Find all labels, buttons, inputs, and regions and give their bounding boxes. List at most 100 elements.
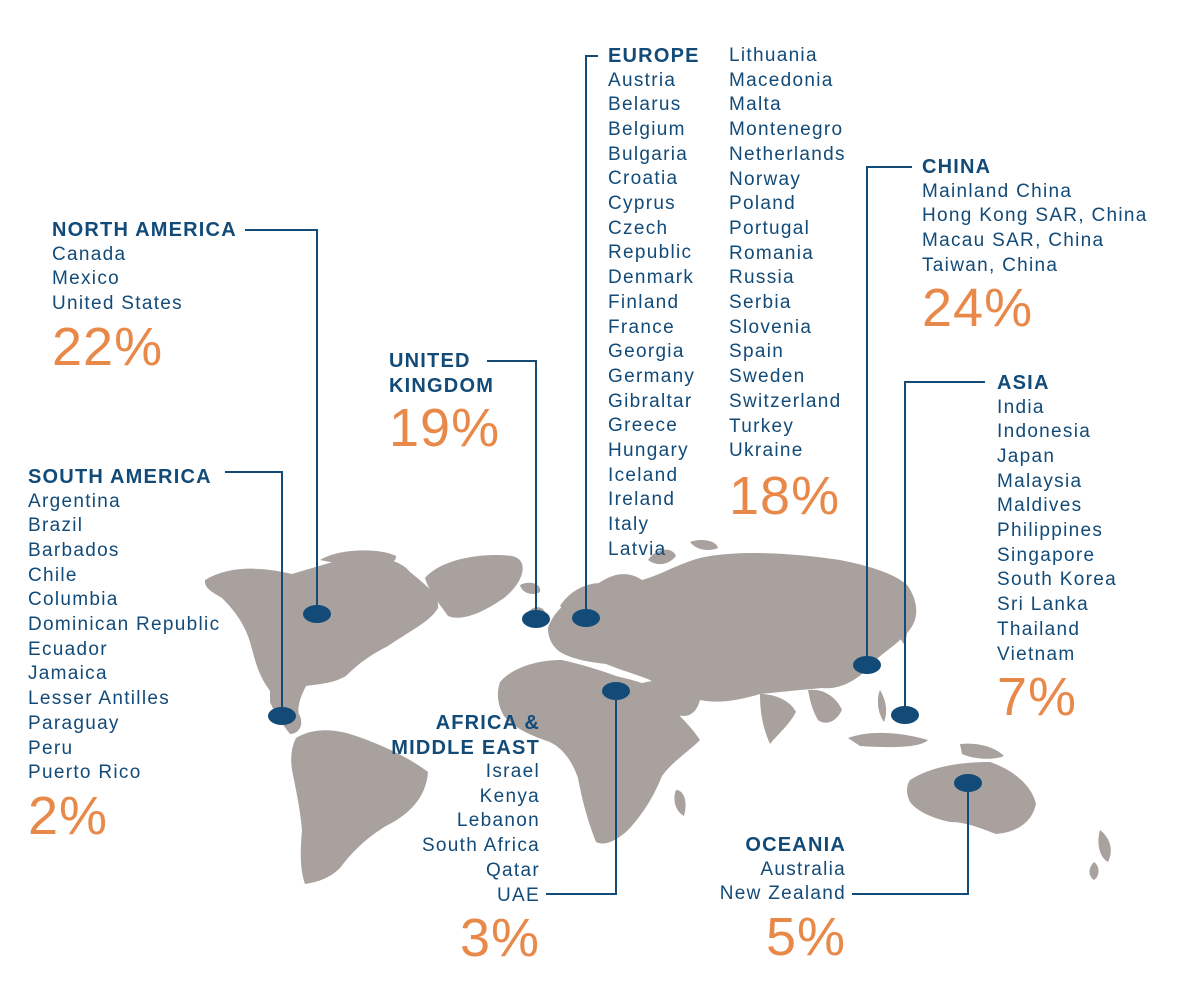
country-item: Mainland China — [922, 180, 1073, 202]
landmass-arctic-russia — [648, 549, 676, 565]
country-item: Sri Lanka — [997, 594, 1089, 616]
landmass-hudson-east — [382, 583, 426, 604]
landmass-middle-east — [640, 680, 700, 716]
country-item: Ecuador — [28, 638, 108, 660]
landmass-north-america — [204, 556, 439, 720]
landmass-new-zealand — [1098, 830, 1111, 862]
connector-china — [866, 166, 912, 664]
region-china: CHINA Mainland China Hong Kong SAR, Chin… — [922, 155, 1148, 338]
country-item: Turkey — [729, 415, 795, 437]
country-item: Norway — [729, 168, 802, 190]
marker-north-america — [303, 605, 331, 623]
country-item: Kenya — [479, 785, 540, 807]
europe-column-1: EUROPE Austria Belarus Belgium Bulgaria … — [608, 44, 700, 563]
region-title-line: KINGDOM — [389, 374, 495, 397]
country-item: Germany — [608, 365, 696, 387]
country-item: United States — [52, 292, 183, 314]
country-item: Slovenia — [729, 316, 813, 338]
region-percentage: 18% — [729, 465, 841, 526]
country-item: UAE — [497, 884, 540, 906]
landmass-philippines — [877, 690, 887, 722]
country-list: Argentina Brazil Barbados Chile Columbia… — [28, 490, 220, 786]
country-item: Ireland — [608, 489, 676, 511]
country-item: Poland — [729, 193, 796, 215]
country-item: Latvia — [608, 538, 667, 560]
region-percentage: 7% — [997, 667, 1078, 728]
country-item: Malaysia — [997, 470, 1083, 492]
marker-china — [853, 656, 881, 674]
country-item: Ukraine — [729, 440, 804, 462]
country-item: Russia — [729, 267, 795, 289]
country-item: Sweden — [729, 366, 806, 388]
country-item: Paraguay — [28, 712, 120, 734]
location-markers — [268, 605, 982, 792]
landmass-arctic-islands — [690, 540, 718, 550]
region-percentage: 22% — [52, 316, 164, 377]
country-item: Georgia — [608, 341, 685, 363]
region-asia: ASIA India Indonesia Japan Malaysia Mald… — [997, 371, 1117, 727]
country-item: Montenegro — [729, 119, 844, 141]
region-south-america: SOUTH AMERICA Argentina Brazil Barbados … — [28, 465, 220, 846]
country-item: Indonesia — [997, 421, 1092, 443]
region-title: EUROPE — [608, 45, 700, 67]
country-item: Macau SAR, China — [922, 229, 1105, 251]
country-item: Israel — [485, 761, 540, 782]
landmass-new-guinea — [960, 743, 1004, 759]
country-item: Vietnam — [997, 643, 1076, 665]
landmass-new-zealand-south — [1089, 862, 1099, 880]
country-item: India — [997, 396, 1045, 418]
region-united-kingdom: UNITED KINGDOM 19% — [389, 349, 500, 458]
region-north-america: NORTH AMERICA Canada Mexico United State… — [52, 218, 237, 377]
country-item: South Africa — [421, 835, 540, 857]
country-item: Philippines — [997, 520, 1104, 542]
country-item: Spain — [729, 341, 785, 363]
country-list: Canada Mexico United States — [52, 243, 237, 317]
country-item: Mexico — [52, 268, 120, 290]
landmass-scandinavia — [560, 583, 608, 621]
region-title-line: AFRICA & — [435, 712, 540, 734]
connector-africa — [546, 691, 617, 895]
country-item: Iceland — [608, 464, 679, 486]
region-percentage: 3% — [459, 908, 540, 969]
marker-asia — [891, 706, 919, 724]
connector-europe — [585, 55, 598, 618]
country-item: Japan — [997, 445, 1056, 467]
landmass-eurasia — [548, 553, 917, 702]
country-item: Singapore — [997, 544, 1096, 566]
country-item: Jamaica — [28, 663, 108, 685]
region-title: NORTH AMERICA — [52, 219, 237, 241]
country-item: Serbia — [729, 292, 792, 314]
country-item: Taiwan, China — [922, 254, 1059, 276]
region-oceania: OCEANIA Australia New Zealand 5% — [646, 833, 846, 967]
region-percentage: 24% — [922, 278, 1034, 339]
europe-column-2: Lithuania Macedonia Malta Montenegro Net… — [729, 44, 846, 526]
country-item: Columbia — [28, 589, 119, 611]
country-item: Peru — [28, 737, 74, 759]
country-item: South Korea — [997, 569, 1117, 591]
country-item: Denmark — [608, 267, 695, 289]
country-item: Maldives — [997, 495, 1083, 517]
country-item: Republic — [608, 242, 693, 264]
connector-oceania — [852, 783, 969, 895]
region-title-line: MIDDLE EAST — [391, 736, 540, 759]
country-item: Chile — [28, 564, 78, 586]
country-item: Barbados — [28, 539, 120, 561]
country-item: Hong Kong SAR, China — [922, 205, 1148, 227]
landmass-greenland — [425, 554, 523, 618]
connector-asia — [904, 381, 985, 715]
country-item: Bulgaria — [608, 143, 689, 165]
region-percentage: 19% — [389, 398, 501, 458]
country-item: Puerto Rico — [28, 762, 142, 784]
connector-lines — [225, 55, 985, 895]
country-item: Lithuania — [729, 45, 818, 66]
landmass-australia — [907, 762, 1036, 834]
country-item: Czech — [608, 217, 669, 239]
country-item: Belgium — [608, 118, 686, 140]
country-item: Dominican Republic — [28, 614, 221, 636]
marker-united-kingdom — [522, 610, 550, 628]
country-item: Brazil — [28, 515, 84, 537]
landmass-south-america — [291, 730, 428, 884]
country-item: Macedonia — [729, 69, 834, 91]
landmass-madagascar — [674, 790, 686, 816]
